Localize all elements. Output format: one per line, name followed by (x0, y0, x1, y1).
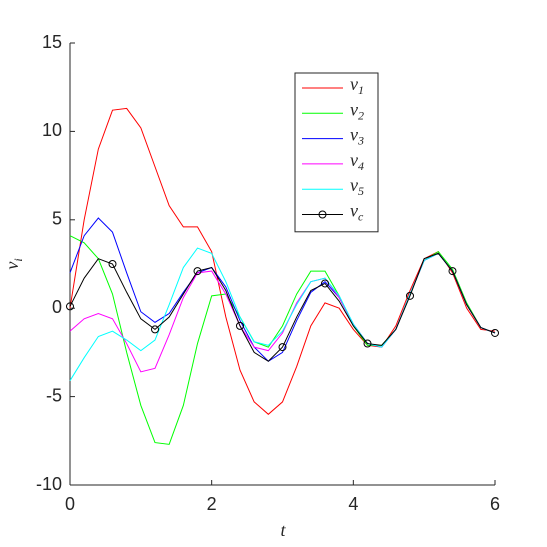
legend-label: v2 (350, 99, 364, 122)
series-line (69, 217, 496, 362)
series-marker (321, 279, 329, 288)
series-line (69, 107, 496, 415)
series-marker (363, 339, 372, 348)
series-marker (66, 302, 74, 311)
legend-label: vc (350, 201, 364, 224)
legend-label: v4 (350, 150, 364, 173)
legend-label: v5 (350, 175, 364, 198)
series-marker (491, 328, 499, 337)
legend-marker (318, 210, 327, 219)
y-tick-label: -10 (36, 474, 62, 494)
y-tick-label: 15 (42, 32, 62, 52)
series-line (69, 252, 496, 362)
x-tick-label: 2 (207, 494, 217, 514)
series-line (69, 235, 496, 445)
series-line (69, 252, 496, 373)
series-marker (448, 267, 457, 276)
y-tick-label: 0 (52, 297, 62, 317)
legend-label: v1 (350, 74, 364, 97)
series-line (69, 247, 496, 381)
series-marker (108, 260, 117, 268)
x-axis-label: t (280, 520, 286, 540)
x-tick-label: 6 (490, 494, 500, 514)
series-marker (278, 343, 287, 352)
legend-box (294, 72, 379, 233)
y-tick-label: 5 (52, 209, 62, 229)
y-axis-label: vi (2, 258, 25, 269)
x-tick-label: 4 (348, 494, 358, 514)
y-tick-label: -5 (46, 385, 62, 405)
y-tick-label: 10 (42, 120, 62, 140)
series-marker (236, 321, 244, 330)
legend-label: v3 (350, 125, 364, 148)
series-marker (193, 267, 202, 276)
series-marker (151, 325, 159, 334)
x-tick-label: 0 (65, 494, 75, 514)
series-marker (406, 291, 414, 300)
